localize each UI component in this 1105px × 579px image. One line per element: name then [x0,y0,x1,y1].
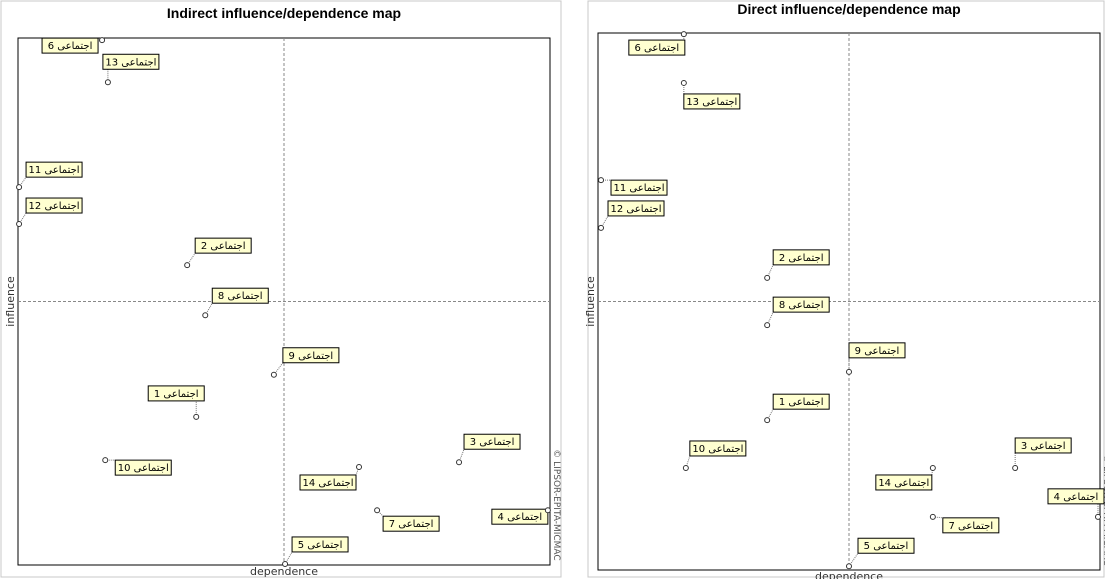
label-box [942,517,1000,534]
label-box [194,237,252,254]
point [929,464,936,471]
panel-border [587,0,1105,578]
point-label: اجتماعی 3 [1021,441,1066,452]
point [1094,513,1101,520]
point-label: اجتماعی 14 [302,478,353,489]
label-box [282,347,340,364]
label-box [491,508,549,525]
point-label: اجتماعی 4 [498,512,543,523]
label-box [41,37,99,54]
point-label: اجتماعی 9 [855,346,900,357]
label-box [610,179,668,196]
point [374,507,381,514]
point-label: اجتماعی 14 [878,478,929,489]
point [99,37,106,44]
point-label: اجتماعی 10 [692,444,743,455]
point-label: اجتماعی 6 [635,43,680,54]
label-box [382,515,440,532]
leader-line [376,509,384,517]
label-box [607,200,665,217]
x-axis-label: dependence [250,565,318,578]
panel-border [0,0,562,578]
x-axis-label: dependence [815,570,883,579]
point-label: اجتماعی 7 [389,519,434,530]
point-label: اجتماعی 8 [779,300,824,311]
point [356,463,363,470]
label-box [147,385,205,402]
point-label: اجتماعی 13 [686,97,737,108]
point-label: اجتماعی 4 [1054,492,1099,503]
leader-line [355,466,360,476]
point [544,507,551,514]
y-axis-label: influence [584,276,597,327]
point [104,79,111,86]
label-box [628,39,686,56]
point [929,513,936,520]
label-box [463,433,521,450]
point-label: اجتماعی 1 [154,389,199,400]
chart-title: Direct influence/dependence map [737,1,960,17]
label-box [211,287,269,304]
point [680,79,687,86]
label-box [772,249,830,266]
point-label: اجتماعی 11 [29,165,80,176]
point [598,224,605,231]
point [16,221,23,228]
point-label: اجتماعی 12 [29,201,80,212]
point-label: اجتماعی 8 [218,291,263,302]
point [1012,464,1019,471]
watermark: © LIPSOR-EPITA-MICMAC [1101,454,1105,565]
point-label: اجتماعی 5 [864,541,909,552]
point [846,368,852,375]
point [270,371,277,378]
point [456,459,463,466]
point-label: اجتماعی 7 [948,521,993,532]
point-label: اجتماعی 1 [779,397,824,408]
label-box [683,93,741,110]
watermark: © LIPSOR-EPITA-MICMAC [551,449,561,560]
point-label: اجتماعی 2 [201,241,246,252]
point-label: اجتماعی 9 [289,351,334,362]
label-box [25,161,83,178]
label-box [848,342,906,359]
label-box [772,296,830,313]
label-box [299,474,357,491]
label-box [102,53,160,70]
y-axis-label: influence [4,276,17,327]
point-label: اجتماعی 11 [613,183,664,194]
label-box [1014,437,1072,454]
point-label: اجتماعی 2 [779,253,824,264]
point [764,417,771,424]
point [846,563,852,570]
label-box [25,197,83,214]
point [680,31,687,38]
point [764,274,771,281]
point-label: اجتماعی 12 [610,204,661,215]
label-box [772,393,830,410]
point-label: اجتماعی 10 [118,463,169,474]
label-box [291,536,349,553]
point [282,560,289,567]
point [102,457,109,464]
point-label: اجتماعی 5 [298,540,343,551]
label-box [875,474,933,491]
point [193,413,200,420]
point [16,184,23,191]
point [598,177,605,184]
point [764,322,771,329]
point-label: اجتماعی 13 [105,57,156,68]
label-box [857,537,915,554]
chart-title: Indirect influence/dependence map [167,5,401,21]
point [202,312,209,319]
label-box [1047,488,1105,505]
point [184,262,191,269]
label-box [114,459,172,476]
leader-line [932,516,943,519]
point-label: اجتماعی 3 [470,437,515,448]
label-box [689,440,747,457]
point [682,464,689,471]
point-label: اجتماعی 6 [48,41,93,52]
